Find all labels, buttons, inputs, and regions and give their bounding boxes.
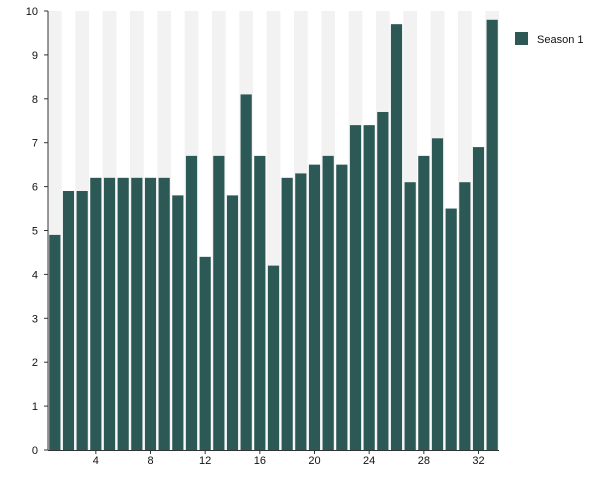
y-axis-ticks: 0 1 2 3 4 5 6 7 8 9 10	[26, 6, 48, 457]
bar	[349, 125, 362, 450]
bar	[418, 155, 430, 450]
bar	[185, 155, 198, 450]
x-tick-label: 16	[254, 455, 266, 467]
y-tick-label: 6	[32, 182, 38, 194]
bar	[144, 177, 157, 450]
y-tick-label: 4	[32, 269, 38, 281]
bar	[308, 164, 321, 450]
bar	[213, 155, 225, 450]
bar	[199, 256, 211, 450]
x-tick-label: 32	[472, 455, 484, 467]
y-tick-label: 7	[32, 138, 38, 150]
x-tick-label: 24	[363, 455, 375, 467]
bar	[103, 177, 116, 450]
bar	[49, 234, 61, 450]
x-tick-label: 28	[418, 455, 430, 467]
legend-swatch-season-1	[515, 32, 528, 45]
x-tick-label: 4	[93, 455, 99, 467]
bar	[76, 190, 88, 451]
bar	[131, 177, 143, 450]
bar	[281, 177, 293, 450]
bar	[267, 265, 280, 450]
bar	[472, 147, 485, 450]
y-tick-label: 5	[32, 226, 38, 238]
y-tick-label: 10	[26, 6, 38, 18]
y-tick-label: 1	[32, 401, 38, 413]
y-tick-label: 8	[32, 94, 38, 106]
bars	[49, 19, 498, 451]
bar	[240, 94, 252, 450]
bar	[226, 195, 239, 450]
bar	[431, 138, 444, 450]
y-tick-label: 9	[32, 50, 38, 62]
bar	[62, 190, 75, 451]
y-tick-label: 0	[32, 445, 38, 457]
bar	[295, 173, 307, 450]
bar	[486, 19, 498, 451]
bar	[445, 208, 457, 450]
y-tick-label: 3	[32, 313, 38, 325]
bar	[172, 195, 184, 450]
bar	[336, 164, 348, 450]
bar	[90, 177, 102, 450]
y-tick-label: 2	[32, 357, 38, 369]
bar	[363, 125, 375, 450]
legend-label-season-1: Season 1	[537, 34, 583, 46]
bar	[254, 155, 266, 450]
bar	[117, 177, 129, 450]
legend: Season 1	[515, 32, 583, 46]
x-tick-label: 20	[308, 455, 320, 467]
x-tick-label: 12	[199, 455, 211, 467]
bar	[377, 111, 389, 450]
bar	[459, 182, 471, 450]
bar	[390, 24, 403, 450]
bar	[404, 182, 416, 450]
bar	[322, 155, 334, 450]
bar	[158, 177, 170, 450]
x-axis-ticks: 4 8 12 16 20 24 28 32	[93, 450, 485, 467]
x-tick-label: 8	[147, 455, 153, 467]
